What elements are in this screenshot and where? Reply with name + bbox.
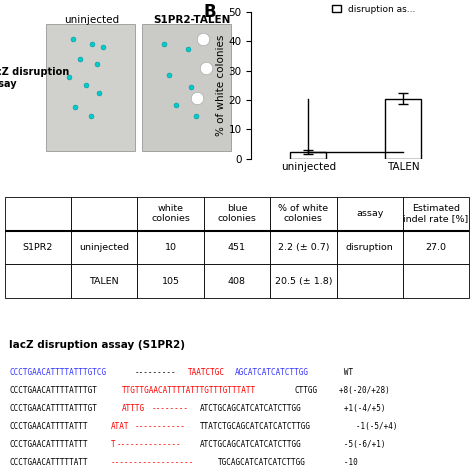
Text: CCCTGAACATTTTATTTGT: CCCTGAACATTTTATTTGT — [9, 404, 97, 413]
Text: lacZ disruption assay (S1PR2): lacZ disruption assay (S1PR2) — [9, 340, 185, 350]
Text: S1PR2-TALEN: S1PR2-TALEN — [154, 15, 231, 25]
Text: uninjected: uninjected — [64, 15, 119, 25]
Text: -----------: ----------- — [134, 422, 185, 431]
Text: -1(-5/+4): -1(-5/+4) — [342, 422, 398, 431]
Text: T: T — [110, 440, 115, 449]
Text: TTGTTGAACATTTTATTTGTTTGTTTATT: TTGTTGAACATTTTATTTGTTTGTTTATT — [122, 386, 256, 395]
Text: -10: -10 — [330, 458, 358, 467]
Text: +1(-4/+5): +1(-4/+5) — [330, 404, 386, 413]
Bar — [46, 24, 135, 151]
Text: WT: WT — [330, 368, 354, 377]
Text: B: B — [203, 3, 216, 21]
Text: ATTTG: ATTTG — [122, 404, 146, 413]
Bar — [142, 24, 231, 151]
Text: AGCATCATCATCTTGG: AGCATCATCATCTTGG — [235, 368, 310, 377]
Legend: disruption as...: disruption as... — [332, 5, 416, 14]
Text: CTTGG: CTTGG — [295, 386, 318, 395]
Text: TAATCTGC: TAATCTGC — [188, 368, 225, 377]
Text: CCCTGAACATTTTATTTGTCG: CCCTGAACATTTTATTTGTCG — [9, 368, 107, 377]
Text: --------------: -------------- — [117, 440, 181, 449]
Text: --------: -------- — [152, 404, 189, 413]
Text: -5(-6/+1): -5(-6/+1) — [330, 440, 386, 449]
Text: TGCAGCATCATCATCTTGG: TGCAGCATCATCATCTTGG — [218, 458, 305, 467]
Text: ATCTGCAGCATCATCATCTTGG: ATCTGCAGCATCATCATCTTGG — [200, 404, 301, 413]
Text: CCCTGAACATTTTATTT: CCCTGAACATTTTATTT — [9, 422, 88, 431]
Text: ATAT: ATAT — [110, 422, 129, 431]
Text: TTATCTGCAGCATCATCATCTTGG: TTATCTGCAGCATCATCATCTTGG — [200, 422, 310, 431]
Text: CCCTGAACATTTTTATT: CCCTGAACATTTTTATT — [9, 458, 88, 467]
Text: CCCTGAACATTTTATTTGT: CCCTGAACATTTTATTTGT — [9, 386, 97, 395]
Text: ---------: --------- — [134, 368, 176, 377]
Text: +8(-20/+28): +8(-20/+28) — [325, 386, 389, 395]
Bar — [385, 99, 421, 159]
Text: CCCTGAACATTTTATTT: CCCTGAACATTTTATTT — [9, 440, 88, 449]
Text: lacZ disruption
assay: lacZ disruption assay — [0, 67, 70, 89]
Text: ------------------: ------------------ — [110, 458, 194, 467]
Bar — [290, 152, 326, 159]
Text: ATCTGCAGCATCATCATCTTGG: ATCTGCAGCATCATCATCTTGG — [200, 440, 301, 449]
Y-axis label: % of white colonies: % of white colonies — [216, 35, 226, 136]
